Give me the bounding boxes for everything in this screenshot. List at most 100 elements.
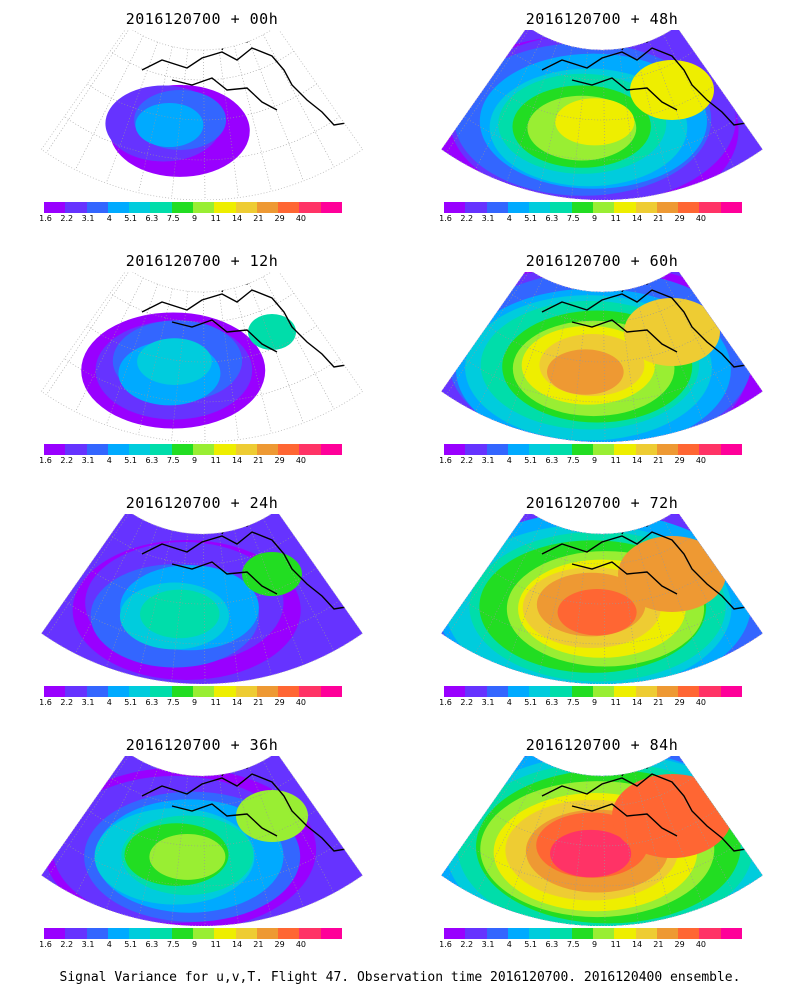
colorbar-tick-label: 29 [274, 698, 285, 707]
contour-fill [242, 552, 302, 596]
longitude-line [663, 518, 735, 652]
colorbar-swatch [65, 202, 87, 213]
colorbar-swatch [444, 202, 466, 213]
colorbar-tick-label: 40 [295, 456, 306, 465]
colorbar-tick-label: 3.1 [81, 214, 95, 223]
panel-84h: 2016120700 + 84h 1.6 2.2 3.1 4 5.1 6.3 7.5 9 11 1… [422, 730, 782, 970]
latitude-line [464, 358, 740, 403]
colorbar-swatch [299, 928, 321, 939]
colorbar-swatch [720, 202, 742, 213]
colorbar-tick-label: 11 [210, 456, 221, 465]
colorbar-labels: 1.6 2.2 3.1 4 5.1 6.3 7.5 9 11 14 21 29 40 [39, 214, 342, 224]
colorbar-swatch [214, 928, 236, 939]
variance-map [40, 272, 364, 442]
colorbar-tick-label: 9 [191, 940, 198, 949]
colorbar-tick-label: 6.3 [145, 456, 159, 465]
colorbar-swatch [86, 686, 108, 697]
colorbar-tick-label: 1.6 [39, 698, 52, 707]
colorbar-tick-label: 4 [106, 214, 112, 223]
colorbar-swatch [299, 444, 321, 455]
panel-title: 2016120700 + 24h [125, 494, 279, 512]
colorbar-swatch [529, 444, 551, 455]
colorbar-swatch [299, 686, 321, 697]
variance-field [441, 30, 763, 200]
colorbar-swatch [614, 686, 636, 697]
colorbar-tick-label: 1.6 [39, 940, 52, 949]
domain-border [40, 272, 364, 442]
colorbar-swatch [107, 444, 130, 455]
colorbar-tick-label: 4 [506, 456, 512, 465]
colorbar-tick-label: 29 [674, 214, 685, 223]
colorbar-swatch [486, 928, 508, 939]
colorbar-swatch [507, 928, 530, 939]
variance-field [441, 756, 763, 926]
colorbar-swatch [550, 444, 572, 455]
colorbar-tick-label: 5.1 [524, 214, 537, 223]
colorbar-swatch [86, 928, 108, 939]
colorbar-swatch [465, 686, 487, 697]
variance-map [40, 756, 364, 926]
colorbar-tick-label: 40 [695, 456, 706, 465]
colorbar-swatch [507, 202, 530, 213]
colorbar [44, 202, 342, 213]
colorbar-swatch [678, 444, 700, 455]
longitude-line [218, 290, 239, 440]
colorbar-tick-label: 7.5 [166, 456, 180, 465]
longitude-line [618, 290, 639, 440]
longitude-line [538, 530, 573, 677]
contour-fill [546, 349, 624, 395]
domain-border [40, 514, 364, 684]
variance-field [41, 756, 363, 926]
colorbar-swatch [571, 202, 593, 213]
colorbar-swatch [465, 202, 487, 213]
colorbar-tick-label: 2.2 [460, 940, 474, 949]
colorbar-swatch [320, 686, 342, 697]
colorbar-labels: 1.6 2.2 3.1 4 5.1 6.3 7.5 9 11 14 21 29 40 [439, 698, 742, 708]
colorbar-swatch [278, 444, 300, 455]
longitude-line [263, 34, 335, 168]
colorbar-swatch [656, 444, 679, 455]
colorbar-swatch [529, 686, 551, 697]
colorbar-tick-label: 14 [631, 698, 643, 707]
colorbar-swatch [635, 202, 657, 213]
colorbar-swatch [720, 928, 742, 939]
contour-fill [149, 834, 226, 880]
colorbar-swatch [699, 202, 721, 213]
colorbar-swatch [635, 686, 657, 697]
colorbar-tick-label: 7.5 [566, 698, 580, 707]
contour-fill [236, 790, 308, 842]
colorbar-tick-label: 3.1 [81, 940, 95, 949]
colorbar-swatch [171, 686, 193, 697]
colorbar-swatch [256, 202, 279, 213]
colorbar [444, 928, 742, 939]
colorbar-swatch [656, 928, 679, 939]
colorbar-swatch [571, 686, 593, 697]
colorbar-swatch [129, 686, 151, 697]
colorbar-tick-label: 1.6 [439, 698, 452, 707]
panel-36h: 2016120700 + 36h 1.6 2.2 3.1 4 5.1 6.3 7.5 9 11 1… [22, 730, 382, 970]
colorbar-swatch [235, 928, 257, 939]
contour-fill [140, 589, 220, 639]
colorbar-tick-label: 40 [695, 214, 706, 223]
colorbar-tick-label: 11 [610, 940, 621, 949]
colorbar-tick-label: 3.1 [481, 456, 495, 465]
colorbar-tick-label: 11 [610, 214, 621, 223]
colorbar-tick-label: 11 [210, 698, 221, 707]
colorbar-swatch [699, 444, 721, 455]
colorbar-swatch [192, 202, 215, 213]
longitude-line [571, 49, 589, 199]
colorbar-swatch [720, 444, 742, 455]
colorbar-swatch [192, 444, 215, 455]
longitude-line [138, 772, 173, 919]
colorbar-tick-label: 7.5 [166, 940, 180, 949]
panel-48h: 2016120700 + 48h 1.6 2.2 3.1 4 5.1 6.3 7.5 9 11 1… [422, 4, 782, 244]
colorbar-swatch [507, 686, 530, 697]
longitude-line [618, 48, 639, 198]
latitude-line [464, 842, 740, 887]
colorbar-tick-label: 14 [631, 214, 643, 223]
colorbar-tick-label: 9 [591, 940, 598, 949]
longitude-line [233, 287, 272, 434]
colorbar-labels: 1.6 2.2 3.1 4 5.1 6.3 7.5 9 11 14 21 29 40 [39, 940, 342, 950]
colorbar-tick-label: 29 [274, 940, 285, 949]
colorbar-swatch [278, 202, 300, 213]
